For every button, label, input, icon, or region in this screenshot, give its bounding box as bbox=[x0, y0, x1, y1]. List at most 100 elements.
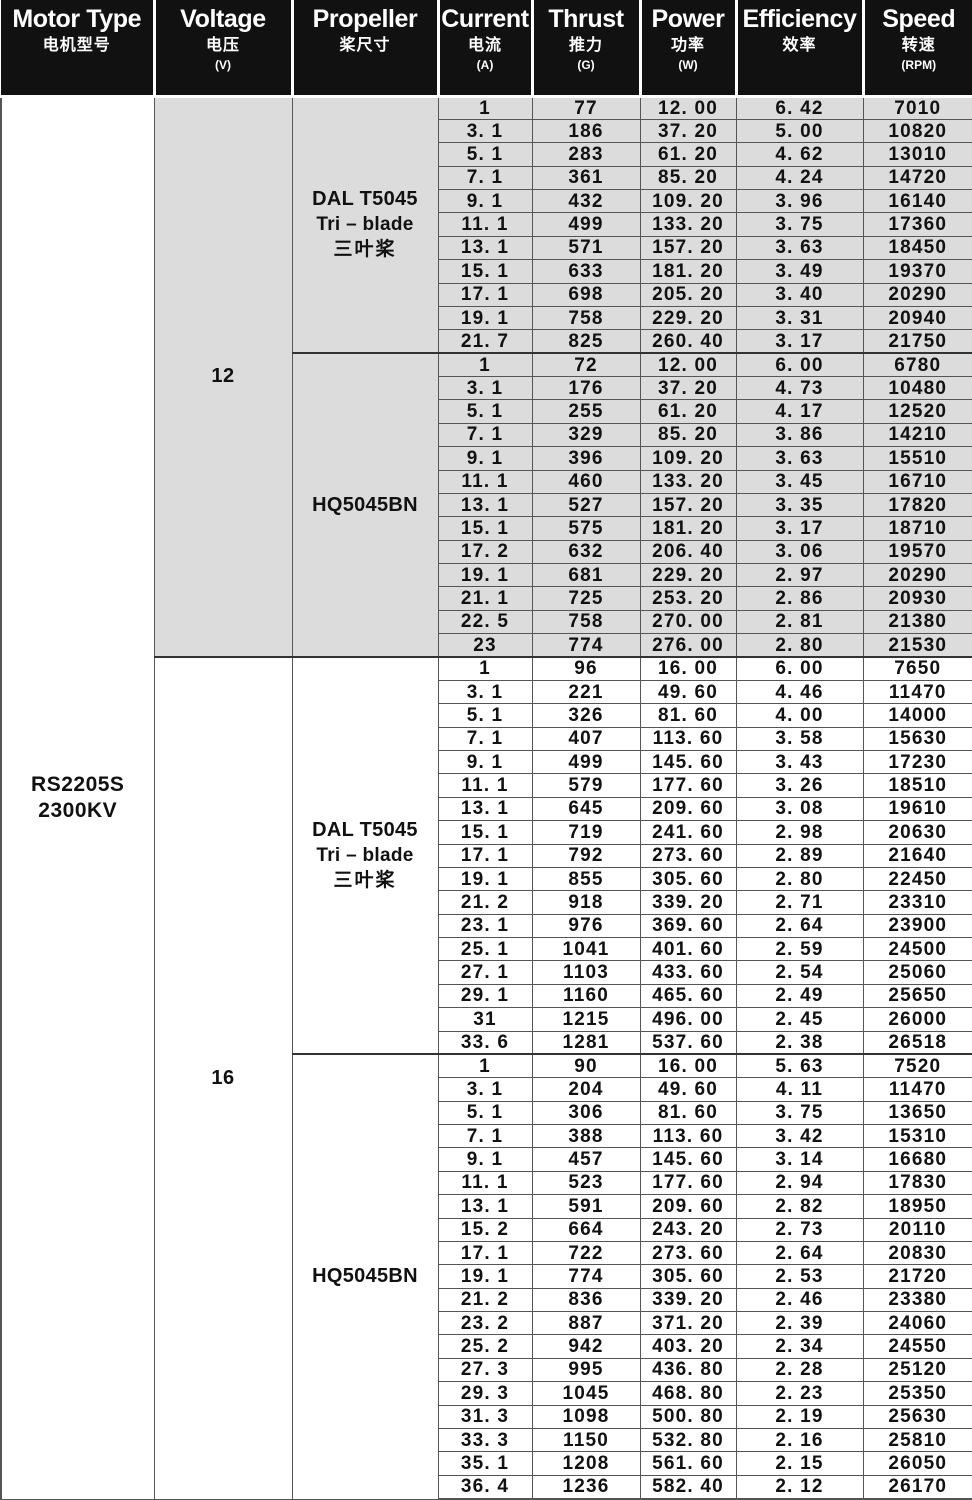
table-row: 13. 1 527 157. 20 3. 35 17820 bbox=[1, 492, 972, 518]
thrust-value: 976 bbox=[531, 913, 641, 939]
table-row: 15. 1 575 181. 20 3. 17 18710 bbox=[1, 516, 972, 541]
propeller-subtitle: Tri – blade bbox=[316, 214, 414, 236]
column-header-en: Thrust bbox=[548, 5, 624, 33]
table-row: 21. 2 836 339. 20 2. 46 23380 bbox=[1, 1287, 972, 1313]
efficiency-value: 5. 00 bbox=[735, 118, 864, 144]
column-header-unit: (W) bbox=[678, 58, 698, 72]
current-value: 1 bbox=[437, 655, 533, 681]
speed-value: 23380 bbox=[862, 1287, 972, 1313]
speed-value: 25060 bbox=[862, 960, 972, 985]
thrust-value: 725 bbox=[531, 586, 641, 611]
column-header-unit: (V) bbox=[215, 58, 231, 72]
speed-value: 15510 bbox=[862, 446, 972, 471]
power-value: 436. 80 bbox=[639, 1357, 737, 1383]
propeller-cell: HQ5045BN bbox=[291, 352, 439, 658]
current-value: 23 bbox=[437, 633, 533, 658]
speed-value: 7520 bbox=[862, 1053, 972, 1079]
current-value: 13. 1 bbox=[437, 796, 533, 822]
current-value: 1 bbox=[437, 352, 533, 378]
current-value: 3. 1 bbox=[437, 375, 533, 401]
speed-value: 25350 bbox=[862, 1381, 972, 1406]
current-value: 27. 1 bbox=[437, 960, 533, 985]
efficiency-value: 2. 86 bbox=[735, 586, 864, 611]
current-value: 25. 2 bbox=[437, 1334, 533, 1359]
speed-value: 15310 bbox=[862, 1123, 972, 1149]
table-row: 19. 1 681 229. 20 2. 97 20290 bbox=[1, 562, 972, 588]
column-header-en: Speed bbox=[882, 5, 956, 33]
power-value: 561. 60 bbox=[639, 1451, 737, 1476]
speed-value: 19570 bbox=[862, 539, 972, 565]
column-header-cn: 电机型号 bbox=[42, 37, 111, 54]
table-row: 3. 1 204 49. 60 4. 11 11470 bbox=[1, 1077, 972, 1102]
speed-value: 20630 bbox=[862, 820, 972, 845]
power-value: 133. 20 bbox=[639, 469, 737, 494]
voltage-cell: 16 bbox=[153, 656, 293, 1500]
thrust-value: 591 bbox=[531, 1194, 641, 1219]
thrust-value: 77 bbox=[531, 94, 641, 120]
propeller-cell: DAL T5045 Tri – blade 三叶桨 bbox=[291, 94, 439, 354]
thrust-value: 255 bbox=[531, 399, 641, 424]
efficiency-value: 2. 28 bbox=[735, 1357, 864, 1383]
efficiency-value: 3. 26 bbox=[735, 773, 864, 798]
speed-value: 24500 bbox=[862, 936, 972, 962]
current-value: 19. 1 bbox=[437, 562, 533, 588]
column-header-en: Efficiency bbox=[742, 5, 857, 33]
current-value: 15. 1 bbox=[437, 820, 533, 845]
propeller-subtitle: Tri – blade bbox=[316, 845, 414, 867]
power-value: 157. 20 bbox=[639, 492, 737, 518]
table-row: 7. 1 388 113. 60 3. 42 15310 bbox=[1, 1123, 972, 1149]
thrust-value: 887 bbox=[531, 1310, 641, 1336]
speed-value: 24550 bbox=[862, 1334, 972, 1359]
power-value: 49. 60 bbox=[639, 679, 737, 705]
table-row: 3. 1 221 49. 60 4. 46 11470 bbox=[1, 679, 972, 705]
thrust-value: 283 bbox=[531, 142, 641, 167]
current-value: 7. 1 bbox=[437, 1123, 533, 1149]
thrust-value: 204 bbox=[531, 1077, 641, 1102]
power-value: 433. 60 bbox=[639, 960, 737, 985]
current-value: 15. 1 bbox=[437, 259, 533, 284]
table-row: 17. 2 632 206. 40 3. 06 19570 bbox=[1, 539, 972, 565]
table-row: 19. 1 855 305. 60 2. 80 22450 bbox=[1, 866, 972, 892]
current-value: 11. 1 bbox=[437, 1170, 533, 1196]
column-header-cn: 转速 bbox=[901, 37, 936, 54]
speed-value: 20290 bbox=[862, 562, 972, 588]
speed-value: 11470 bbox=[862, 679, 972, 705]
thrust-value: 221 bbox=[531, 679, 641, 705]
speed-value: 20940 bbox=[862, 305, 972, 331]
column-header-efficiency: Efficiency 效率 bbox=[734, 0, 865, 98]
efficiency-value: 2. 98 bbox=[735, 820, 864, 845]
propeller-name: HQ5045BN bbox=[312, 493, 418, 516]
current-value: 15. 1 bbox=[437, 516, 533, 541]
table-row: 7. 1 329 85. 20 3. 86 14210 bbox=[1, 422, 972, 448]
power-value: 81. 60 bbox=[639, 1100, 737, 1126]
efficiency-value: 3. 14 bbox=[735, 1147, 864, 1172]
table-row: 15. 1 719 241. 60 2. 98 20630 bbox=[1, 820, 972, 845]
power-value: 49. 60 bbox=[639, 1077, 737, 1102]
table-row: 5. 1 283 61. 20 4. 62 13010 bbox=[1, 142, 972, 167]
power-value: 371. 20 bbox=[639, 1310, 737, 1336]
current-value: 22. 5 bbox=[437, 609, 533, 635]
power-value: 532. 80 bbox=[639, 1427, 737, 1453]
thrust-value: 1103 bbox=[531, 960, 641, 985]
thrust-value: 758 bbox=[531, 305, 641, 331]
thrust-value: 407 bbox=[531, 726, 641, 752]
table-row: 11. 1 579 177. 60 3. 26 18510 bbox=[1, 773, 972, 798]
speed-value: 23310 bbox=[862, 890, 972, 915]
current-value: 21. 7 bbox=[437, 329, 533, 354]
efficiency-value: 2. 82 bbox=[735, 1194, 864, 1219]
propeller-subtitle-cn: 三叶桨 bbox=[333, 870, 397, 892]
power-value: 145. 60 bbox=[639, 749, 737, 775]
power-value: 12. 00 bbox=[639, 352, 737, 378]
speed-value: 19610 bbox=[862, 796, 972, 822]
thrust-value: 681 bbox=[531, 562, 641, 588]
current-value: 11. 1 bbox=[437, 212, 533, 237]
efficiency-value: 2. 46 bbox=[735, 1287, 864, 1313]
current-value: 21. 2 bbox=[437, 890, 533, 915]
thrust-value: 722 bbox=[531, 1240, 641, 1266]
current-value: 9. 1 bbox=[437, 1147, 533, 1172]
speed-value: 14210 bbox=[862, 422, 972, 448]
power-value: 206. 40 bbox=[639, 539, 737, 565]
efficiency-value: 3. 43 bbox=[735, 749, 864, 775]
propeller-cell: HQ5045BN bbox=[291, 1053, 439, 1500]
